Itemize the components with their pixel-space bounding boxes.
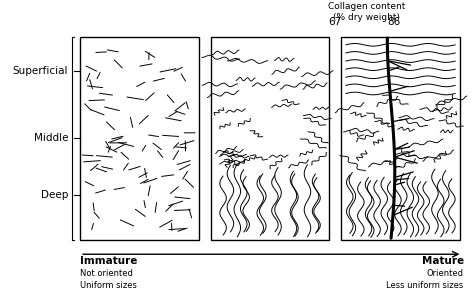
Text: Deep: Deep	[41, 190, 68, 200]
Text: Immature: Immature	[80, 256, 137, 266]
Bar	[210, 37, 329, 239]
Text: Oriented
Less uniform sizes: Oriented Less uniform sizes	[386, 269, 464, 290]
Bar	[341, 37, 460, 239]
Text: Not oriented
Uniform sizes: Not oriented Uniform sizes	[80, 269, 137, 290]
Text: Superficial: Superficial	[13, 66, 68, 76]
Text: Mature: Mature	[421, 256, 464, 266]
Text: 86: 86	[387, 17, 400, 27]
Text: 67: 67	[328, 17, 342, 27]
Bar	[80, 37, 199, 239]
Text: Collagen content
(% dry weight): Collagen content (% dry weight)	[328, 2, 406, 22]
Text: Middle: Middle	[34, 133, 68, 143]
